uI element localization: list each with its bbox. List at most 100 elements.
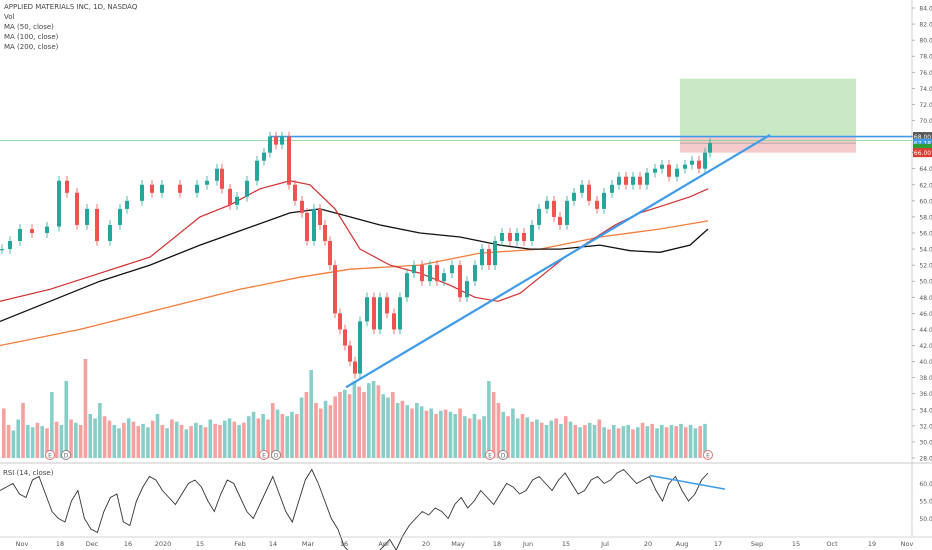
earnings-marker[interactable] — [271, 450, 281, 460]
volume-bar — [131, 421, 136, 458]
price-badge-current-bg — [913, 138, 932, 148]
x-tick-label: Oct — [826, 540, 838, 548]
y-tick-label: 42.00 — [919, 343, 932, 350]
candle-body — [228, 188, 232, 205]
volume-bar — [563, 416, 568, 458]
candle-body — [565, 200, 569, 225]
price-badge-green — [913, 143, 932, 152]
volume-bar — [318, 408, 323, 458]
volume-bar — [525, 417, 530, 458]
rsi-label: RSI (14, close) — [3, 469, 54, 477]
candle-body — [293, 184, 297, 201]
earnings-marker[interactable] — [498, 450, 508, 460]
candle-body — [95, 208, 99, 242]
volume-bar — [21, 403, 25, 458]
volume-bar — [434, 414, 438, 458]
volume-bar — [703, 423, 707, 458]
candle-body — [353, 361, 357, 374]
candle-body — [45, 226, 49, 233]
volume-bar — [50, 392, 54, 458]
candle-body — [385, 297, 389, 314]
y-tick-label: 72.00 — [919, 102, 932, 109]
candle-body — [595, 200, 599, 209]
volume-bar — [160, 425, 165, 458]
volume-bar — [362, 392, 366, 458]
rsi-tick-label: 60.00 — [919, 481, 932, 488]
candle-body — [428, 265, 432, 282]
candle-body — [530, 224, 534, 242]
volume-bar — [511, 408, 515, 458]
candle-body — [268, 136, 272, 153]
candle-body — [108, 224, 112, 242]
volume-bar — [261, 414, 265, 458]
volume-bar — [218, 425, 222, 458]
volume-bar — [35, 422, 40, 458]
volume-bar — [482, 416, 486, 458]
earnings-marker-label: D — [64, 453, 69, 460]
rsi-divergence-line[interactable] — [649, 474, 726, 490]
volume-bar — [323, 400, 328, 458]
volume-bar — [597, 419, 602, 458]
candle-body — [690, 160, 694, 165]
x-tick-label: 16 — [124, 540, 132, 548]
volume-bar — [415, 403, 419, 458]
candle-body — [465, 281, 469, 298]
volume-bar — [655, 428, 659, 458]
volume-bar — [309, 370, 313, 458]
volume-bar — [530, 421, 534, 458]
volume-bar — [30, 427, 35, 458]
earnings-marker-label: E — [488, 453, 492, 460]
volume-bar — [515, 418, 520, 458]
volume-bar — [69, 419, 73, 458]
volume-bar — [155, 414, 160, 458]
earnings-marker[interactable] — [259, 450, 269, 460]
volume-bar — [242, 422, 246, 458]
legend-ma200: MA (200, close) — [4, 43, 59, 51]
price-badge-upper-bg — [913, 132, 932, 142]
earnings-marker[interactable] — [703, 450, 713, 460]
volume-bar — [640, 422, 645, 458]
volume-bar — [659, 425, 664, 458]
volume-bar — [467, 418, 472, 458]
y-tick-label: 74.00 — [919, 86, 932, 93]
volume-bar — [664, 427, 669, 458]
candle-body — [660, 164, 664, 169]
candle-body — [215, 168, 219, 181]
volume-bar — [232, 421, 237, 458]
stop-zone[interactable] — [680, 136, 856, 153]
earnings-marker[interactable] — [61, 450, 71, 460]
target-zone[interactable] — [680, 78, 856, 137]
earnings-marker[interactable] — [45, 450, 55, 460]
y-tick-label: 44.00 — [919, 327, 932, 334]
volume-bar — [587, 422, 592, 458]
volume-bar — [463, 416, 467, 458]
volume-bar — [246, 416, 251, 458]
volume-bar — [573, 425, 578, 458]
volume-bar — [602, 427, 606, 458]
candle-body — [338, 313, 342, 330]
candle-body — [378, 297, 382, 330]
candle-body — [398, 297, 402, 330]
volume-bar — [453, 414, 458, 458]
earnings-marker[interactable] — [485, 450, 495, 460]
volume-bar — [631, 429, 635, 458]
volume-bar — [698, 426, 702, 458]
volume-bar — [126, 418, 131, 458]
volume-bar — [424, 410, 429, 458]
y-tick-label: 78.00 — [919, 54, 932, 61]
candle-body — [645, 172, 649, 185]
candle-body — [458, 265, 462, 298]
earnings-marker-label: D — [501, 453, 506, 460]
y-tick-label: 34.00 — [919, 407, 932, 414]
ascending-trendline[interactable] — [345, 134, 771, 389]
chart-title: APPLIED MATERIALS INC, 1D, NASDAQ — [4, 3, 138, 11]
volume-bar — [405, 405, 410, 458]
volume-bar — [535, 419, 539, 458]
candle-body — [274, 136, 278, 145]
volume-bar — [299, 397, 304, 458]
x-tick-label: 18 — [493, 540, 501, 548]
volume-bar — [26, 425, 30, 458]
volume-bar — [290, 411, 294, 458]
y-tick-label: 30.00 — [919, 439, 932, 446]
